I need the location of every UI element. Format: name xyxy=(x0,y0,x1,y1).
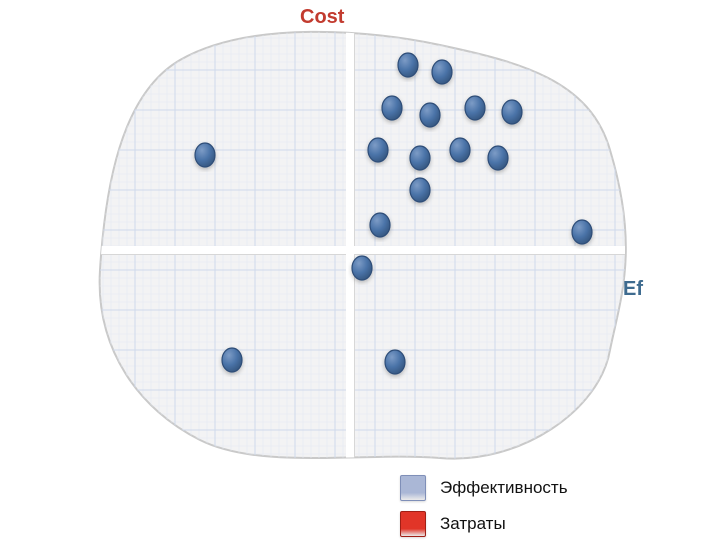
data-point xyxy=(572,220,592,244)
data-point xyxy=(368,138,388,162)
diagram-stage: Cost Ef Эффективность Затраты xyxy=(0,0,720,540)
data-point xyxy=(410,178,430,202)
data-point xyxy=(502,100,522,124)
x-axis-label: Ef xyxy=(623,278,643,301)
plot-svg xyxy=(0,0,720,540)
legend-label: Эффективность xyxy=(440,478,568,498)
data-point xyxy=(382,96,402,120)
data-point xyxy=(195,143,215,167)
blob-shape xyxy=(100,32,626,459)
legend-item: Эффективность xyxy=(400,475,568,501)
data-point xyxy=(420,103,440,127)
data-point xyxy=(432,60,452,84)
legend-item: Затраты xyxy=(400,511,568,537)
data-point xyxy=(398,53,418,77)
data-point xyxy=(465,96,485,120)
data-point xyxy=(410,146,430,170)
legend-label: Затраты xyxy=(440,514,506,534)
data-point xyxy=(385,350,405,374)
data-point xyxy=(488,146,508,170)
data-point xyxy=(450,138,470,162)
legend-swatch xyxy=(400,511,426,537)
data-point xyxy=(222,348,242,372)
data-point xyxy=(370,213,390,237)
legend-swatch xyxy=(400,475,426,501)
y-axis-label: Cost xyxy=(300,6,344,29)
legend: Эффективность Затраты xyxy=(400,475,568,540)
data-point xyxy=(352,256,372,280)
